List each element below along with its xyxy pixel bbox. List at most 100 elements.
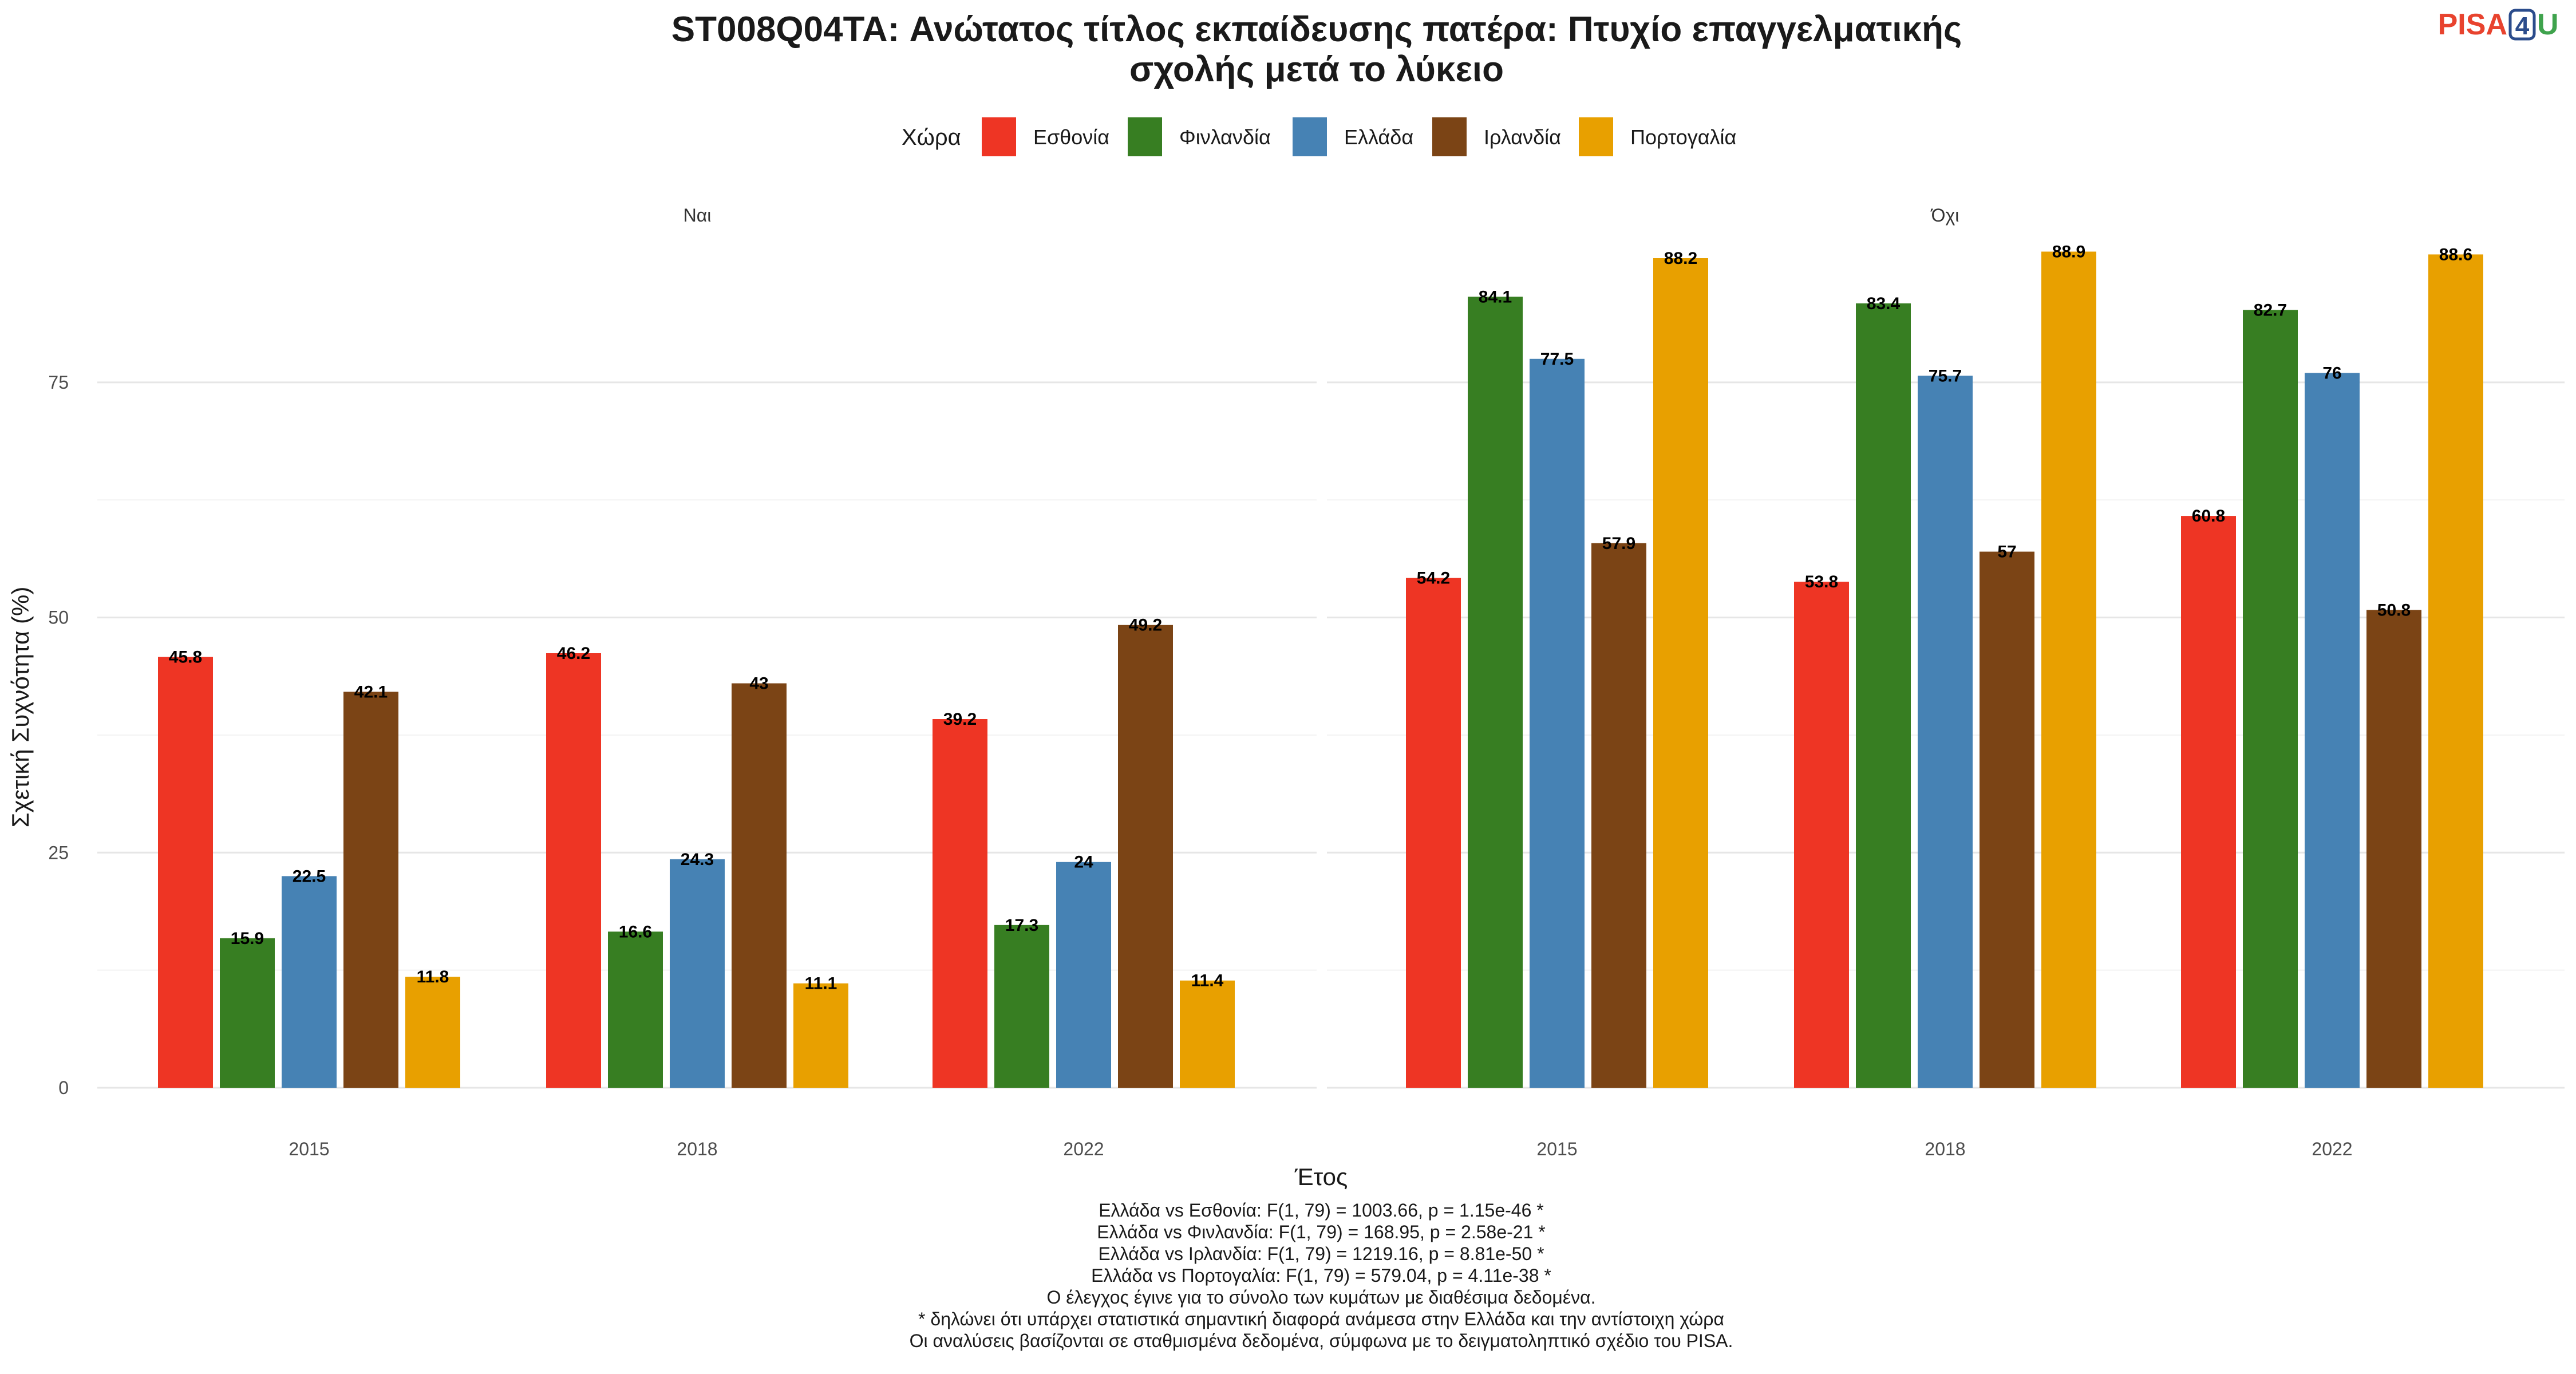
bar-value-label: 45.8 <box>169 648 202 667</box>
bar-value-label: 15.9 <box>231 929 264 948</box>
x-axis-title: Έτος <box>1294 1163 1348 1190</box>
bar <box>158 657 213 1088</box>
bar-value-label: 83.4 <box>1867 294 1901 313</box>
caption-line-2: Ελλάδα vs Φινλανδία: F(1, 79) = 168.95, … <box>1097 1222 1545 1242</box>
y-tick-label: 50 <box>48 607 69 628</box>
bar-value-label: 46.2 <box>557 644 590 663</box>
legend-label: Ελλάδα <box>1344 125 1413 149</box>
x-tick-label: 2022 <box>2312 1139 2352 1159</box>
bar-value-label: 11.4 <box>1191 972 1224 990</box>
bar <box>1794 582 1849 1088</box>
bar <box>282 876 337 1088</box>
bar <box>2243 310 2298 1088</box>
y-tick-label: 0 <box>58 1077 69 1098</box>
x-tick-label: 2022 <box>1063 1139 1104 1159</box>
legend-swatch <box>1128 117 1162 156</box>
x-tick-label: 2015 <box>1536 1139 1577 1159</box>
bar <box>994 925 1049 1088</box>
y-axis: 0 25 50 75 <box>48 372 69 1098</box>
bar-value-label: 60.8 <box>2192 507 2225 526</box>
legend-swatch <box>1579 117 1613 156</box>
bar-value-label: 50.8 <box>2377 601 2411 619</box>
bar-value-label: 75.7 <box>1929 366 1962 385</box>
bar <box>1406 578 1461 1088</box>
bar <box>793 983 848 1088</box>
bar <box>1056 862 1111 1088</box>
y-tick-label: 75 <box>48 372 69 393</box>
bar <box>2305 373 2360 1088</box>
bar-value-label: 17.3 <box>1005 916 1038 935</box>
legend: Χώρα Εσθονία Φινλανδία Ελλάδα Ιρλανδία Πορτο… <box>902 117 1736 156</box>
chart-title-line-2: σχολής μετά το λύκειο <box>1129 50 1504 89</box>
bar <box>1653 258 1708 1088</box>
caption-line-4: Ελλάδα vs Πορτογαλία: F(1, 79) = 579.04,… <box>1091 1265 1551 1286</box>
x-axis: 2015 2018 2022 2015 2018 2022 <box>289 1139 2352 1159</box>
logo-text-pisa: PISA <box>2438 8 2507 41</box>
bar-value-label: 49.2 <box>1129 616 1162 635</box>
bar <box>670 859 725 1088</box>
bar-value-label: 24 <box>1074 853 1093 872</box>
legend-swatch <box>982 117 1016 156</box>
bar <box>732 683 787 1088</box>
legend-label: Εσθονία <box>1033 125 1109 149</box>
bar <box>546 653 601 1088</box>
caption-line-3: Ελλάδα vs Ιρλανδία: F(1, 79) = 1219.16, … <box>1098 1243 1544 1264</box>
bar <box>1530 358 1585 1088</box>
bar-value-label: 82.7 <box>2254 301 2287 319</box>
logo-box <box>2508 9 2536 41</box>
bar <box>220 938 275 1088</box>
bar-value-label: 11.8 <box>417 968 449 986</box>
bar <box>1918 376 1973 1088</box>
bars <box>158 251 2483 1088</box>
facet-label-no: Όχι <box>1930 205 1959 226</box>
bar-value-label: 76 <box>2322 364 2341 382</box>
caption-line-6: * δηλώνει ότι υπάρχει στατιστικά σημαντι… <box>918 1309 1724 1329</box>
bar <box>2366 610 2421 1088</box>
bar-value-label: 39.2 <box>943 710 977 729</box>
y-axis-title: Σχετική Συχνότητα (%) <box>7 587 34 828</box>
bar-value-label: 57.9 <box>1602 534 1635 553</box>
bar <box>1118 625 1173 1088</box>
pisa4u-logo: PISA 4 U <box>2438 8 2559 41</box>
bar-value-label: 22.5 <box>293 867 326 886</box>
bar-value-label: 88.2 <box>1664 249 1697 268</box>
logo-text-4: 4 <box>2515 12 2530 40</box>
bar <box>2181 516 2236 1088</box>
bar-value-label: 88.9 <box>2052 243 2085 262</box>
bar-value-label: 42.1 <box>354 682 388 701</box>
value-labels: 45.8 46.2 39.2 15.9 16.6 17.3 22.5 24.3 24 42.1 43… <box>169 243 2472 993</box>
legend-label: Πορτογαλία <box>1630 125 1736 149</box>
caption-line-5: Ο έλεγχος έγινε για το σύνολο των κυμάτω… <box>1046 1287 1595 1308</box>
bar <box>2428 254 2483 1088</box>
bar-value-label: 84.1 <box>1479 287 1512 306</box>
x-tick-label: 2018 <box>677 1139 717 1159</box>
legend-swatch <box>1293 117 1327 156</box>
chart-title-line-1: ST008Q04TA: Ανώτατος τίτλος εκπαίδευσης … <box>671 10 1962 49</box>
bar <box>1980 551 2034 1088</box>
bar-value-label: 57 <box>1997 543 2016 562</box>
y-tick-label: 25 <box>48 842 69 863</box>
legend-label: Φινλανδία <box>1179 125 1271 149</box>
legend-label: Ιρλανδία <box>1484 125 1561 149</box>
bar-value-label: 11.1 <box>805 974 837 993</box>
facet-label-yes: Ναι <box>683 205 712 226</box>
bar-value-label: 43 <box>749 674 768 693</box>
bar <box>1591 543 1646 1088</box>
legend-title: Χώρα <box>902 125 961 150</box>
bar <box>405 977 460 1088</box>
caption: Ελλάδα vs Εσθονία: F(1, 79) = 1003.66, p… <box>910 1200 1733 1351</box>
bar-value-label: 53.8 <box>1805 572 1838 591</box>
bar-value-label: 77.5 <box>1540 350 1574 369</box>
bar <box>1856 303 1911 1088</box>
bar <box>933 719 987 1088</box>
bar <box>1468 297 1523 1088</box>
bar-value-label: 88.6 <box>2439 245 2472 264</box>
bar <box>608 931 663 1088</box>
bar <box>1180 980 1235 1088</box>
legend-swatch <box>1432 117 1467 156</box>
bar-value-label: 16.6 <box>619 922 652 941</box>
bar-value-label: 24.3 <box>681 850 714 869</box>
caption-line-7: Οι αναλύσεις βασίζονται σε σταθμισμένα δ… <box>910 1330 1733 1351</box>
bar <box>2041 251 2096 1088</box>
